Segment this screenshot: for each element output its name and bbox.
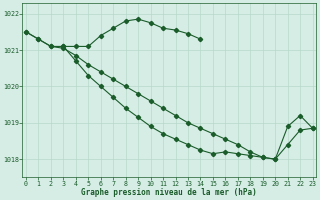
X-axis label: Graphe pression niveau de la mer (hPa): Graphe pression niveau de la mer (hPa) — [81, 188, 257, 197]
